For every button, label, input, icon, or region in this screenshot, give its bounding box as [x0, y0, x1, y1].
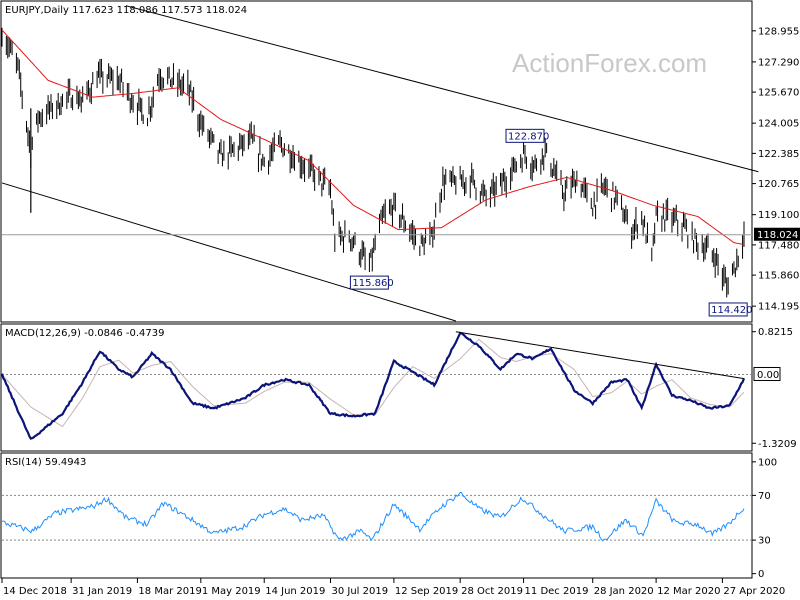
y-tick-label: 127.290	[758, 57, 799, 68]
rsi-line	[1, 491, 745, 542]
y-tick-label: 115.860	[758, 271, 799, 282]
price-annotation-label: 115.860	[352, 278, 393, 289]
rsi-layer	[1, 491, 752, 542]
x-tick-label: 12 Sep 2019	[395, 586, 458, 597]
macd-panel	[0, 323, 753, 452]
macd-trendline	[455, 331, 745, 380]
x-tick-label: 14 Dec 2018	[3, 586, 67, 597]
y-tick-label: 30	[758, 536, 771, 547]
macd-title: MACD(12,26,9) -0.0846 -0.4739	[5, 328, 165, 339]
x-tick-label: 12 Mar 2020	[657, 586, 720, 597]
watermark: ActionForex.com	[512, 48, 707, 78]
y-tick-label: 0	[758, 569, 764, 580]
x-tick-label: 28 Oct 2019	[461, 586, 523, 597]
last-price-badge	[754, 227, 800, 241]
macd-line	[0, 331, 746, 440]
y-tick-label: 114.195	[758, 302, 799, 313]
y-tick-label: 117.480	[758, 240, 799, 251]
channel-lower-line	[1, 182, 456, 322]
y-tick-label: 0.8215	[758, 327, 793, 338]
rsi-title: RSI(14) 59.4943	[5, 457, 86, 468]
x-tick-label: 11 Dec 2019	[525, 586, 589, 597]
last-price-label: 118.024	[757, 230, 798, 241]
price-panel	[0, 0, 753, 323]
price-annotation-box	[708, 302, 748, 317]
x-tick-label: 28 Jan 2020	[594, 586, 654, 597]
price-annotation-box	[349, 275, 389, 290]
moving-average-line	[1, 29, 745, 245]
y-tick-label: 122.385	[758, 149, 799, 160]
y-tick-label: 125.670	[758, 88, 799, 99]
macd-value-label: 0.00	[757, 370, 779, 381]
rsi-panel	[0, 452, 753, 579]
y-tick-label: 120.765	[758, 179, 799, 190]
price-layer: 122.870 115.860 114.420	[1, 5, 759, 322]
macd-value-badge	[753, 366, 781, 381]
price-title: EURJPY,Daily 117.623 118.086 117.573 118…	[5, 5, 247, 16]
price-annotation-label: 122.870	[508, 131, 549, 142]
price-annotation-box	[505, 128, 545, 143]
x-tick-label: 14 Jun 2019	[265, 586, 325, 597]
x-tick-label: 18 Mar 2019	[138, 586, 201, 597]
macd-layer	[0, 331, 752, 440]
axes-layer: 128.955 127.290 125.670 124.005 122.385 120.7…	[1, 26, 800, 597]
ohlc-bars	[1, 27, 745, 298]
channel-upper-line	[125, 5, 759, 173]
y-tick-label: 128.955	[758, 26, 799, 37]
x-tick-label: 27 Apr 2020	[723, 586, 785, 597]
price-annotation-label: 114.420	[711, 305, 752, 316]
y-tick-label: 124.005	[758, 119, 799, 130]
x-tick-label: 30 Jul 2019	[331, 586, 388, 597]
y-tick-label: 70	[758, 491, 771, 502]
x-tick-label: 31 Jan 2019	[72, 586, 132, 597]
y-tick-label: 119.100	[758, 210, 799, 221]
y-tick-label: -1.3209	[758, 439, 797, 450]
y-tick-label: 100	[758, 457, 777, 468]
x-tick-label: 1 May 2019	[202, 586, 261, 597]
